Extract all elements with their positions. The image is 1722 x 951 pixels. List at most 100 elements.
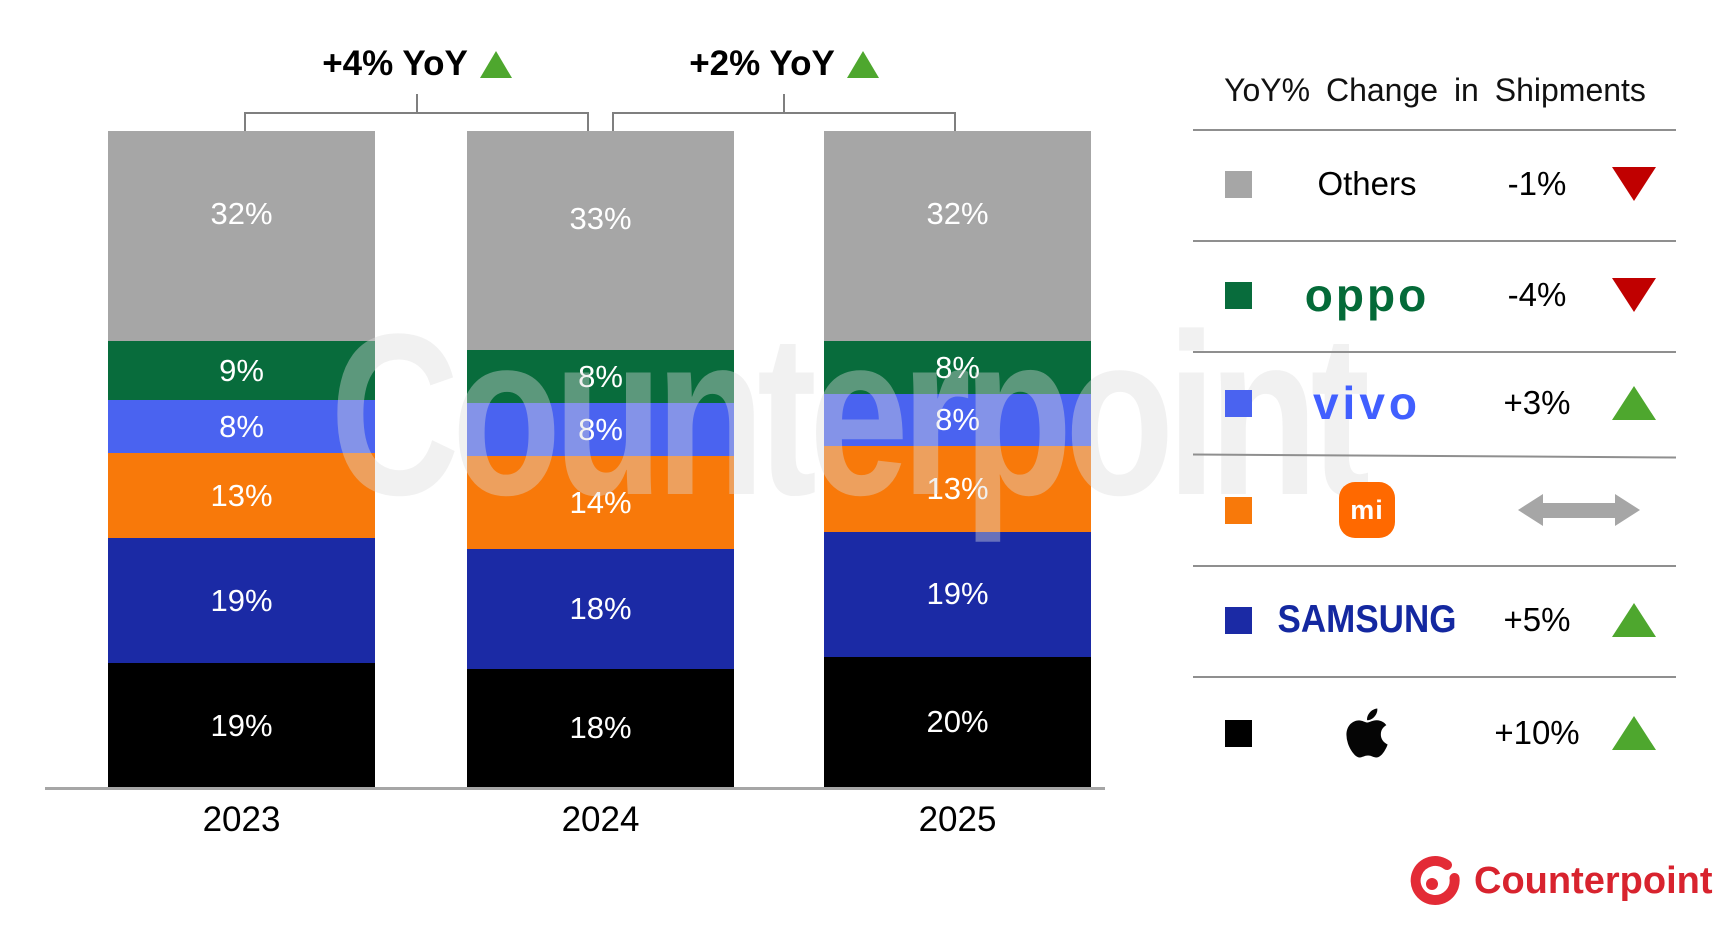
segment-others-2025: 32%: [824, 131, 1091, 342]
legend-row-oppo: oppo -4%: [1195, 253, 1675, 337]
x-tick-2025: 2025: [918, 800, 997, 839]
segment-value-label: 19%: [926, 576, 989, 612]
legend-brand-vivo: vivo: [1252, 376, 1482, 430]
legend-brand-apple: [1252, 705, 1482, 761]
triangle-shape: [1611, 278, 1656, 312]
yoy-annotation-1-label: +4% YoY: [322, 44, 468, 83]
legend-row-apple: +10%: [1195, 691, 1675, 775]
segment-xiaomi-2023: 13%: [108, 452, 375, 539]
segment-value-label: 18%: [569, 590, 632, 626]
yoy-bracket-1: [244, 112, 589, 114]
legend-change-value: -1%: [1507, 165, 1567, 202]
flat-arrow-right: [1614, 494, 1640, 526]
legend-brand-others: Others: [1252, 165, 1482, 203]
legend-swatch-xiaomi: [1225, 496, 1252, 524]
segment-apple-2024: 18%: [467, 668, 734, 788]
segment-samsung-2024: 18%: [467, 549, 734, 669]
x-axis-line: [45, 787, 1105, 790]
samsung-logo: SAMSUNG: [1277, 598, 1457, 641]
segment-value-label: 32%: [210, 196, 273, 232]
segment-apple-2023: 19%: [108, 663, 375, 788]
up-triangle-icon: [479, 50, 512, 78]
segment-vivo-2024: 8%: [467, 403, 734, 457]
yoy-bracket-1-tick: [416, 94, 418, 112]
legend-divider: [1193, 129, 1676, 131]
segment-value-label: 9%: [219, 352, 264, 388]
counterpoint-logo: Counterpoint: [1408, 852, 1713, 910]
legend-brand-samsung: SAMSUNG: [1252, 598, 1482, 641]
legend-change-value: +10%: [1494, 714, 1580, 751]
segment-value-label: 8%: [578, 358, 623, 394]
up-triangle-icon: [1592, 386, 1675, 420]
xiaomi-mi-logo: mi: [1339, 482, 1395, 538]
legend-divider: [1193, 565, 1676, 567]
segment-value-label: 32%: [926, 196, 989, 232]
segment-value-label: 8%: [219, 408, 264, 444]
flat-arrow-left: [1517, 494, 1543, 526]
yoy-bracket-1-left-end: [244, 112, 246, 131]
segment-others-2023: 32%: [108, 131, 375, 342]
segment-oppo-2025: 8%: [824, 341, 1091, 394]
down-triangle-icon: [1592, 278, 1675, 312]
yoy-annotation-2: +2% YoY: [624, 44, 944, 84]
legend-divider: [1193, 240, 1676, 242]
segment-apple-2025: 20%: [824, 656, 1091, 788]
segment-value-label: 33%: [569, 200, 632, 236]
segment-value-label: 8%: [935, 402, 980, 438]
yoy-bracket-2-right-end: [954, 112, 956, 131]
x-tick-2024: 2024: [561, 800, 640, 839]
stacked-bar-2023: 32% 9% 8% 13% 19% 19%: [108, 131, 375, 788]
triangle-shape: [1611, 386, 1656, 420]
xiaomi-mi-logo-text: mi: [1350, 494, 1384, 525]
stacked-bar-2025: 32% 8% 8% 13% 19% 20%: [824, 131, 1091, 788]
stacked-bar-2024: 33% 8% 8% 14% 18% 18%: [467, 131, 734, 788]
legend-label: Others: [1317, 165, 1417, 202]
segment-value-label: 13%: [210, 477, 273, 513]
legend-swatch-vivo: [1225, 389, 1252, 417]
legend-swatch-oppo: [1225, 281, 1252, 309]
legend-row-vivo: vivo +3%: [1195, 361, 1675, 445]
legend-brand-xiaomi: mi: [1252, 482, 1482, 538]
yoy-bracket-2-tick: [783, 94, 785, 112]
vivo-logo: vivo: [1312, 377, 1422, 429]
legend-divider: [1193, 351, 1676, 353]
segment-xiaomi-2024: 14%: [467, 456, 734, 550]
yoy-annotation-1: +4% YoY: [257, 44, 577, 84]
triangle-shape: [1611, 603, 1656, 637]
down-triangle-icon: [1592, 167, 1675, 201]
up-triangle-icon: [1592, 716, 1675, 750]
segment-vivo-2025: 8%: [824, 393, 1091, 447]
legend-swatch-others: [1225, 170, 1252, 198]
apple-logo-icon: [1346, 708, 1388, 758]
segment-xiaomi-2025: 13%: [824, 446, 1091, 532]
oppo-logo: oppo: [1304, 269, 1430, 321]
legend-row-xiaomi: mi: [1195, 468, 1675, 552]
segment-value-label: 14%: [569, 484, 632, 520]
segment-others-2024: 33%: [467, 131, 734, 350]
up-triangle-icon: [846, 50, 879, 78]
flat-arrow-bar: [1542, 502, 1615, 518]
legend-row-samsung: SAMSUNG +5%: [1195, 578, 1675, 662]
x-tick-2023: 2023: [202, 800, 281, 839]
triangle-shape: [1611, 167, 1656, 201]
yoy-bracket-2: [612, 112, 956, 114]
legend-divider: [1193, 676, 1676, 678]
triangle-shape: [1611, 716, 1656, 750]
legend-swatch-samsung: [1225, 606, 1252, 634]
segment-oppo-2023: 9%: [108, 341, 375, 401]
legend-swatch-apple: [1225, 719, 1252, 747]
counterpoint-wordmark: Counterpoint: [1474, 859, 1713, 902]
segment-value-label: 18%: [569, 710, 632, 746]
legend-change-value: +5%: [1503, 601, 1571, 638]
legend-title: YoY% Change in Shipments: [1224, 72, 1646, 108]
flat-change-arrow-icon: [1482, 494, 1675, 526]
segment-value-label: 8%: [935, 349, 980, 385]
legend-row-others: Others -1%: [1195, 142, 1675, 226]
segment-vivo-2023: 8%: [108, 400, 375, 453]
segment-oppo-2024: 8%: [467, 350, 734, 404]
segment-value-label: 13%: [926, 471, 989, 507]
segment-samsung-2023: 19%: [108, 538, 375, 664]
segment-value-label: 19%: [210, 582, 273, 618]
